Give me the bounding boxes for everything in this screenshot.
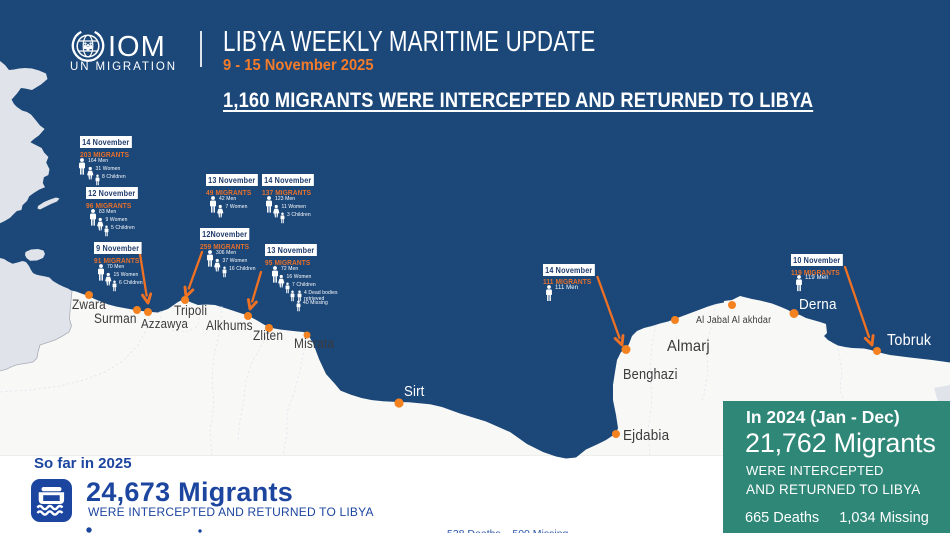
svg-text:IOM: IOM [108, 31, 166, 63]
